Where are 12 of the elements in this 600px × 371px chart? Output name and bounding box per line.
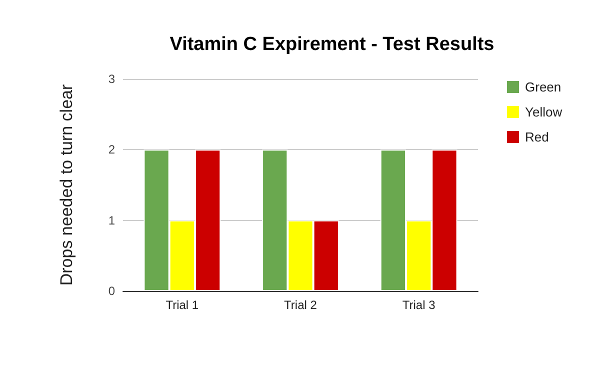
- y-tick-label: 1: [108, 213, 116, 228]
- y-tick-label: 2: [108, 142, 116, 157]
- x-tick-label: Trial 2: [284, 298, 318, 312]
- legend-label: Yellow: [525, 104, 563, 120]
- y-axis-title: Drops needed to turn clear: [57, 84, 76, 286]
- y-tick-label: 3: [108, 72, 116, 86]
- legend-label: Red: [525, 130, 549, 144]
- x-tick-label: Trial 1: [166, 298, 199, 312]
- chart-title: Vitamin C Expirement - Test Results: [170, 34, 494, 55]
- legend-label: Green: [525, 80, 562, 94]
- y-tick-label: 0: [108, 284, 116, 298]
- x-tick-label: Trial 3: [402, 298, 436, 312]
